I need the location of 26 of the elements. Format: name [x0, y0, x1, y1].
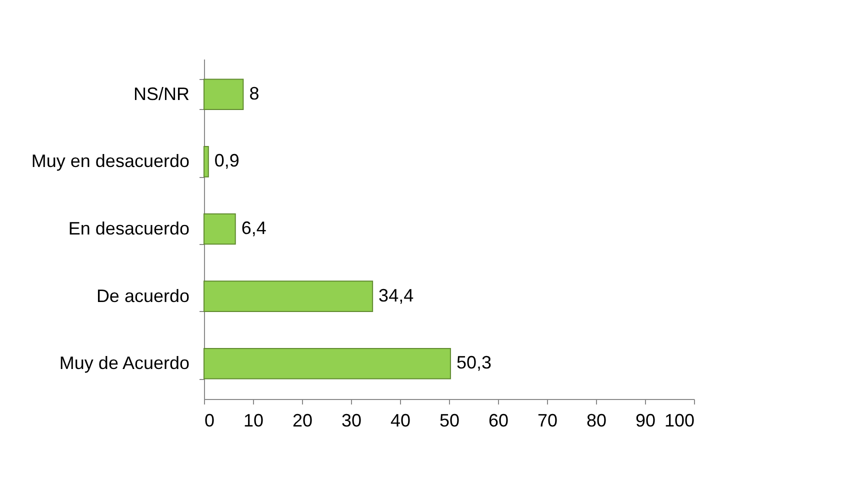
x-tick-label: 0 [204, 410, 215, 430]
bar [204, 348, 451, 380]
data-label: 6,4 [241, 218, 266, 238]
x-tick-label: 80 [586, 410, 607, 430]
x-tick-label: 40 [390, 410, 411, 430]
y-tick-label: Muy de Acuerdo [59, 353, 190, 374]
y-tick-label: NS/NR [133, 84, 190, 104]
data-label: 50,3 [456, 352, 492, 373]
x-tick-label: 50 [439, 410, 460, 430]
data-label: 8 [249, 83, 260, 104]
bar [204, 146, 209, 178]
bar [204, 280, 374, 312]
y-tick-label: En desacuerdo [68, 218, 190, 238]
y-tick-label: Muy en desacuerdo [31, 151, 190, 172]
data-label: 34,4 [378, 285, 414, 306]
x-tick-label: 10 [243, 410, 264, 430]
x-tick-label: 90 [635, 410, 656, 430]
y-tick-label: De acuerdo [96, 286, 190, 306]
x-tick-label: 70 [537, 410, 558, 430]
bar [204, 213, 236, 245]
x-tick-label: 60 [488, 410, 509, 430]
x-tick-label: 100 [664, 410, 694, 430]
x-tick-label: 30 [341, 410, 362, 430]
x-tick-label: 20 [292, 410, 313, 430]
data-label: 0,9 [214, 150, 240, 171]
bar [204, 78, 244, 110]
